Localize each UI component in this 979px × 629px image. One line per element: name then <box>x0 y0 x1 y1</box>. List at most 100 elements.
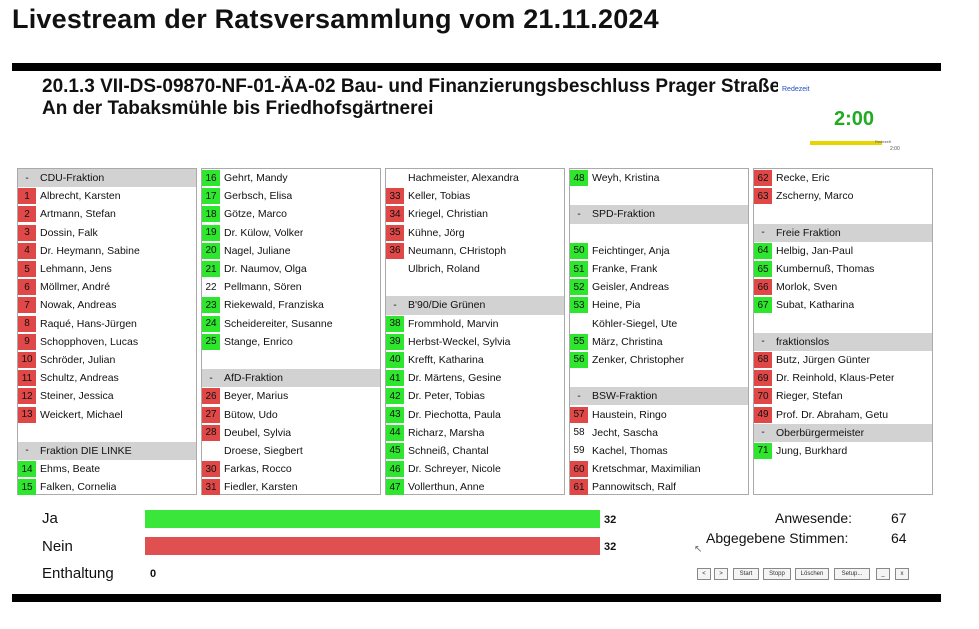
member-name: Keller, Tobias <box>408 190 471 203</box>
top-divider <box>12 63 941 71</box>
seat-number: 35 <box>386 224 404 241</box>
member-name: Krefft, Katharina <box>408 353 484 366</box>
member-row: 71 Jung, Burkhard <box>754 442 932 460</box>
member-row: 56 Zenker, Christopher <box>570 351 748 369</box>
member-column-3: Hachmeister, Alexandra 33 Keller, Tobias 34… <box>385 168 565 496</box>
member-row: 51 Franke, Frank <box>570 260 748 278</box>
member-row: 66 Morlok, Sven <box>754 278 932 296</box>
member-name: Fiedler, Karsten <box>224 481 298 494</box>
seat-number: 62 <box>754 170 772 187</box>
member-name: Scheidereiter, Susanne <box>224 317 333 330</box>
seat-number: 28 <box>202 424 220 441</box>
member-row: 43 Dr. Piechotta, Paula <box>386 405 564 423</box>
member-name: Bütow, Udo <box>224 408 278 421</box>
enthaltung-label: Enthaltung <box>42 565 114 582</box>
seat-number: 24 <box>202 315 220 332</box>
member-name: Morlok, Sven <box>776 281 838 294</box>
member-row: 63 Zscherny, Marco <box>754 187 932 205</box>
empty-row <box>570 224 748 242</box>
faction-name: B'90/Die Grünen <box>408 299 486 312</box>
faction-name: CDU-Fraktion <box>40 172 105 185</box>
member-row: 5 Lehmann, Jens <box>18 260 196 278</box>
faction-header: - fraktionslos <box>754 332 932 351</box>
seat-number: 63 <box>754 188 772 205</box>
member-row: 50 Feichtinger, Anja <box>570 242 748 260</box>
seat-number: 36 <box>386 242 404 259</box>
member-column-2: 16 Gehrt, Mandy 17 Gerbsch, Elisa 18 Götze, M… <box>201 168 381 496</box>
setup-button[interactable]: Setup... <box>834 568 870 580</box>
member-name: Deubel, Sylvia <box>224 426 292 439</box>
member-name: Recke, Eric <box>776 172 830 185</box>
member-name: Albrecht, Karsten <box>40 190 121 203</box>
seat-number: 17 <box>202 188 220 205</box>
member-row: 10 Schröder, Julian <box>18 351 196 369</box>
member-name: Götze, Marco <box>224 208 288 221</box>
start-button[interactable]: Start <box>733 568 759 580</box>
member-name: Jecht, Sascha <box>592 426 658 439</box>
clear-button[interactable]: Löschen <box>795 568 829 580</box>
member-name: Kumbernuß, Thomas <box>776 263 875 276</box>
seat-number: 33 <box>386 188 404 205</box>
seat-number: 60 <box>570 461 588 478</box>
member-row: 47 Vollerthun, Anne <box>386 478 564 496</box>
member-name: Schneiß, Chantal <box>408 444 489 457</box>
minimize-button[interactable]: _ <box>876 568 890 580</box>
member-name: Pellmann, Sören <box>224 281 302 294</box>
vote-title-line2: An der Tabaksmühle bis Friedhofsgärtnere… <box>42 98 434 119</box>
member-row: 2 Artmann, Stefan <box>18 205 196 223</box>
seat-number: 3 <box>18 224 36 241</box>
redezeit-label: Redezeit <box>782 86 810 93</box>
member-row: 15 Falken, Cornelia <box>18 478 196 496</box>
member-name: Nagel, Juliane <box>224 244 291 257</box>
seat-number: 64 <box>754 242 772 259</box>
member-row: 48 Weyh, Kristina <box>570 169 748 187</box>
seat-number: 22 <box>205 281 217 293</box>
member-row: 24 Scheidereiter, Susanne <box>202 315 380 333</box>
faction-name: AfD-Fraktion <box>224 372 283 385</box>
faction-marker: - <box>577 208 581 220</box>
member-name: Helbig, Jan-Paul <box>776 244 854 257</box>
seat-number: 47 <box>386 479 404 496</box>
member-row: 62 Recke, Eric <box>754 169 932 187</box>
member-row: 60 Kretschmar, Maximilian <box>570 460 748 478</box>
member-name: Ulbrich, Roland <box>408 263 480 276</box>
seat-number: 18 <box>202 206 220 223</box>
bottom-divider <box>12 594 941 602</box>
faction-header: - BSW-Fraktion <box>570 387 748 406</box>
seat-number: 55 <box>570 333 588 350</box>
member-row: 35 Kühne, Jörg <box>386 224 564 242</box>
page-title: Livestream der Ratsversammlung vom 21.11… <box>12 4 659 34</box>
seat-number: 46 <box>386 461 404 478</box>
faction-marker: - <box>761 227 765 239</box>
member-name: Haustein, Ringo <box>592 408 667 421</box>
prev-button[interactable]: < <box>697 568 711 580</box>
member-row: 26 Beyer, Marius <box>202 387 380 405</box>
member-name: Hachmeister, Alexandra <box>408 172 519 185</box>
seat-number: 50 <box>570 242 588 259</box>
faction-name: Fraktion DIE LINKE <box>40 444 132 457</box>
member-column-1: - CDU-Fraktion 1 Albrecht, Karsten 2 Artmann,… <box>17 168 197 496</box>
faction-marker: - <box>761 427 765 439</box>
member-row: 22 Pellmann, Sören <box>202 278 380 296</box>
seat-number: 66 <box>754 279 772 296</box>
empty-row <box>386 278 564 296</box>
stop-button[interactable]: Stopp <box>763 568 791 580</box>
member-row: 46 Dr. Schreyer, Nicole <box>386 460 564 478</box>
seat-number: 71 <box>754 442 772 459</box>
member-row: 30 Farkas, Rocco <box>202 460 380 478</box>
member-row: 58 Jecht, Sascha <box>570 424 748 442</box>
faction-marker: - <box>209 372 213 384</box>
faction-header: - Oberbürgermeister <box>754 423 932 442</box>
seat-number: 42 <box>386 388 404 405</box>
member-column-4: 48 Weyh, Kristina - SPD-Fraktion 50 Feichting… <box>569 168 749 496</box>
member-name: Gehrt, Mandy <box>224 172 288 185</box>
next-button[interactable]: > <box>714 568 728 580</box>
member-name: Schultz, Andreas <box>40 372 119 385</box>
seat-number: 4 <box>18 242 36 259</box>
seat-number: 19 <box>202 224 220 241</box>
close-button[interactable]: x <box>895 568 909 580</box>
member-name: Dr. Reinhold, Klaus-Peter <box>776 372 895 385</box>
seat-number: 41 <box>386 370 404 387</box>
seat-number <box>202 443 220 459</box>
faction-name: Oberbürgermeister <box>776 426 865 439</box>
